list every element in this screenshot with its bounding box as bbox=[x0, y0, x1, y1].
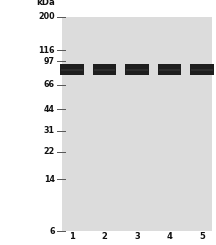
Text: 44: 44 bbox=[44, 105, 55, 114]
Bar bbox=[159, 69, 180, 71]
Bar bbox=[190, 64, 214, 75]
Bar bbox=[126, 69, 148, 71]
Bar bbox=[60, 64, 84, 75]
Text: 97: 97 bbox=[44, 57, 55, 66]
Text: 200: 200 bbox=[38, 12, 55, 22]
Bar bbox=[61, 69, 83, 71]
Text: 66: 66 bbox=[44, 80, 55, 89]
Text: 3: 3 bbox=[134, 232, 140, 241]
Bar bbox=[191, 69, 213, 71]
Text: 5: 5 bbox=[199, 232, 205, 241]
Bar bbox=[158, 64, 181, 75]
Text: kDa: kDa bbox=[36, 0, 55, 7]
Bar bbox=[93, 64, 116, 75]
Text: 116: 116 bbox=[38, 46, 55, 55]
Text: 31: 31 bbox=[44, 126, 55, 135]
Bar bbox=[125, 64, 149, 75]
Bar bbox=[62, 17, 212, 231]
Text: 6: 6 bbox=[49, 226, 55, 235]
Text: 2: 2 bbox=[102, 232, 107, 241]
Text: 22: 22 bbox=[44, 147, 55, 156]
Text: 14: 14 bbox=[44, 175, 55, 184]
Text: 4: 4 bbox=[167, 232, 172, 241]
Bar bbox=[94, 69, 115, 71]
Text: 1: 1 bbox=[69, 232, 75, 241]
